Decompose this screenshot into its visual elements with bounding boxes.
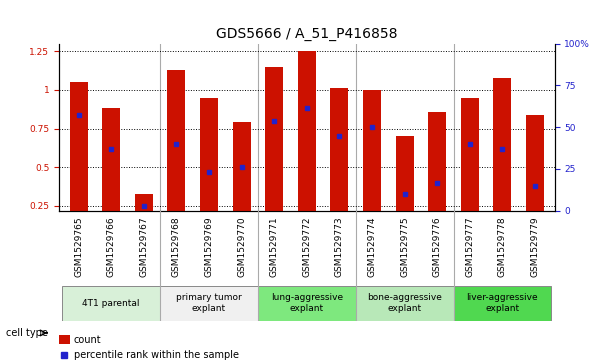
Text: GSM1529777: GSM1529777: [466, 216, 474, 277]
Text: GSM1529772: GSM1529772: [302, 216, 312, 277]
Text: primary tumor
explant: primary tumor explant: [176, 293, 242, 313]
Text: GSM1529765: GSM1529765: [74, 216, 83, 277]
Bar: [160, 286, 258, 321]
Text: liver-aggressive
explant: liver-aggressive explant: [467, 293, 538, 313]
Text: GSM1529773: GSM1529773: [335, 216, 344, 277]
Text: GSM1529775: GSM1529775: [400, 216, 409, 277]
Bar: [258, 286, 356, 321]
Text: cell type: cell type: [6, 328, 48, 338]
Bar: [168, 70, 185, 245]
Bar: [493, 78, 512, 245]
Text: GSM1529767: GSM1529767: [139, 216, 148, 277]
Bar: [232, 122, 251, 245]
Bar: [70, 82, 87, 245]
Text: GSM1529768: GSM1529768: [172, 216, 181, 277]
Text: GSM1529774: GSM1529774: [368, 216, 376, 277]
Text: GSM1529766: GSM1529766: [107, 216, 116, 277]
Text: GSM1529770: GSM1529770: [237, 216, 246, 277]
Text: GSM1529776: GSM1529776: [432, 216, 442, 277]
Bar: [526, 115, 544, 245]
Bar: [298, 51, 316, 245]
Text: GSM1529778: GSM1529778: [498, 216, 507, 277]
Bar: [363, 90, 381, 245]
Bar: [200, 98, 218, 245]
Bar: [396, 136, 414, 245]
Bar: [59, 335, 70, 344]
Bar: [102, 109, 120, 245]
Text: lung-aggressive
explant: lung-aggressive explant: [271, 293, 343, 313]
Text: count: count: [74, 335, 101, 344]
Bar: [356, 286, 454, 321]
Bar: [428, 111, 446, 245]
Text: 4T1 parental: 4T1 parental: [83, 299, 140, 307]
Bar: [461, 98, 479, 245]
Bar: [330, 89, 348, 245]
Text: GSM1529769: GSM1529769: [205, 216, 214, 277]
Title: GDS5666 / A_51_P416858: GDS5666 / A_51_P416858: [216, 27, 398, 41]
Bar: [135, 193, 153, 245]
Text: GSM1529771: GSM1529771: [270, 216, 278, 277]
Bar: [454, 286, 551, 321]
Text: GSM1529779: GSM1529779: [530, 216, 539, 277]
Text: percentile rank within the sample: percentile rank within the sample: [74, 351, 239, 360]
Bar: [63, 286, 160, 321]
Text: bone-aggressive
explant: bone-aggressive explant: [367, 293, 442, 313]
Bar: [266, 67, 283, 245]
